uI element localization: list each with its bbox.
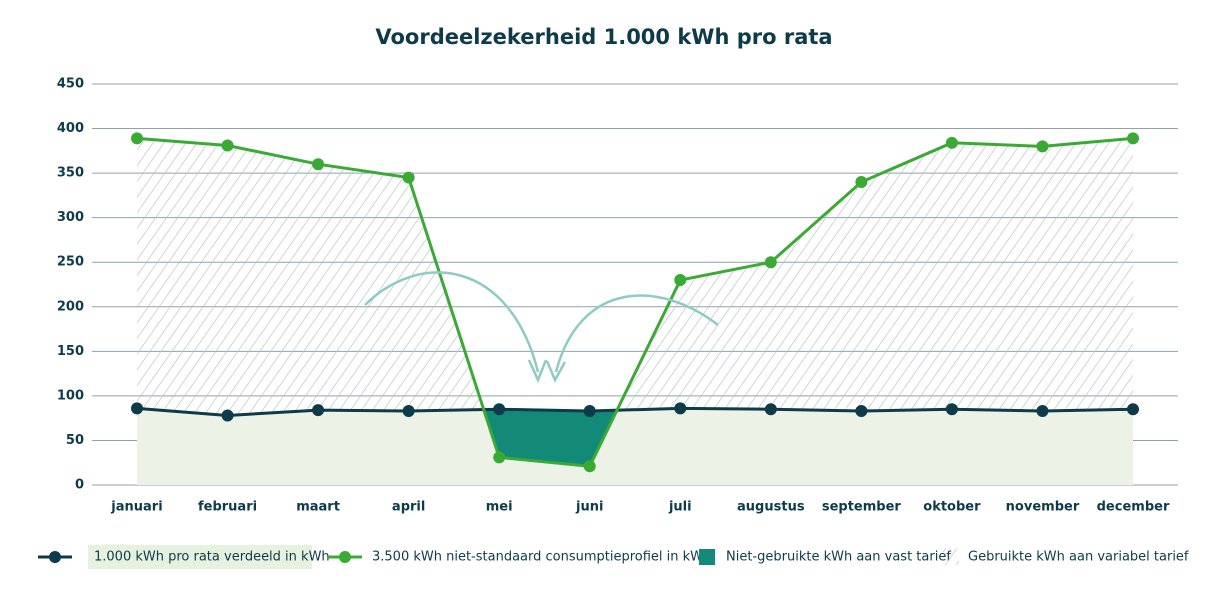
point (312, 158, 325, 171)
point (402, 171, 415, 184)
arrow-head (527, 359, 548, 384)
y-tick-label: 350 (57, 166, 84, 181)
variable-area (137, 138, 1133, 416)
legend-highlight (88, 545, 312, 569)
legend-label: Niet-gebruikte kWh aan vast tarief (726, 550, 951, 565)
chart-title: Voordeelzekerheid 1.000 kWh pro rata (375, 25, 832, 49)
point (1127, 403, 1139, 416)
y-tick-label: 150 (57, 344, 84, 359)
point (764, 256, 777, 269)
legend-marker (49, 551, 61, 563)
x-tick-label: mei (486, 500, 513, 515)
x-tick-label: augustus (737, 500, 805, 515)
point (583, 460, 596, 473)
point (131, 402, 143, 415)
point (674, 402, 687, 415)
x-tick-label: december (1097, 500, 1170, 515)
y-tick-label: 400 (57, 121, 84, 136)
legend-label: 3.500 kWh niet-standaard consumptieprofi… (372, 550, 711, 565)
point (221, 409, 234, 422)
y-tick-label: 450 (57, 77, 84, 92)
legend-swatch (943, 549, 959, 565)
arrows (364, 271, 719, 384)
y-tick-label: 100 (57, 388, 84, 403)
x-tick-label: juli (668, 500, 692, 515)
y-tick-label: 300 (57, 210, 84, 225)
legend-label: 1.000 kWh pro rata verdeeld in kWh (94, 550, 330, 565)
x-tick-label: november (1006, 500, 1080, 515)
series-line (136, 136, 1134, 468)
point (1036, 140, 1049, 153)
x-tick-label: januari (110, 500, 162, 515)
legend-label: Gebruikte kWh aan variabel tarief (968, 550, 1189, 565)
y-tick-label: 250 (57, 255, 84, 270)
series-line (136, 406, 1134, 417)
legend-marker (339, 551, 351, 563)
x-tick-label: juni (575, 500, 603, 515)
point (493, 451, 506, 464)
point (221, 139, 234, 152)
arrow-head (545, 360, 567, 383)
point (583, 405, 596, 418)
point (764, 403, 777, 416)
legend: 1.000 kWh pro rata verdeeld in kWh 3.500… (38, 545, 1189, 569)
point (855, 176, 868, 189)
point (674, 274, 687, 287)
y-tick-label: 50 (66, 433, 84, 448)
x-tick-label: maart (296, 500, 340, 515)
point (312, 404, 325, 417)
point (493, 403, 506, 416)
arrow (554, 294, 719, 373)
x-tick-label: oktober (923, 500, 981, 515)
arrow (364, 271, 540, 373)
x-tick-label: september (822, 500, 902, 515)
point (945, 403, 958, 416)
x-tick-label: februari (198, 500, 257, 515)
legend-swatch (699, 549, 715, 565)
x-tick-label: april (392, 500, 425, 515)
point (855, 405, 868, 418)
point (1127, 132, 1139, 145)
point (1036, 405, 1049, 418)
y-tick-label: 200 (57, 299, 84, 314)
point (402, 405, 415, 418)
y-tick-label: 0 (75, 478, 84, 493)
base-area (137, 408, 1133, 485)
point (945, 136, 958, 149)
point (131, 132, 143, 145)
